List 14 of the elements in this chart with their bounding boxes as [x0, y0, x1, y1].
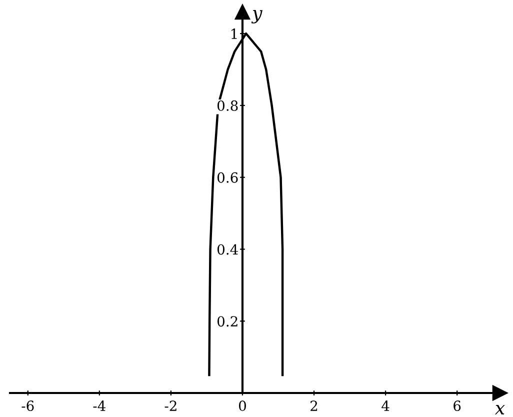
x-tick-label: 0: [238, 400, 246, 412]
x-tick-label: 4: [382, 400, 390, 411]
x-tick-label: 2: [310, 400, 318, 411]
y-tick-label: 0.6: [217, 172, 238, 183]
x-axis-title: x: [494, 404, 505, 414]
y-axis-title: y: [251, 10, 262, 24]
x-tick-label: -4: [93, 400, 106, 411]
y-tick-label: 1: [232, 28, 237, 39]
y-tick-label: 0.2: [217, 316, 238, 327]
x-tick-label: 6: [454, 400, 461, 412]
y-tick-label: 0.8: [217, 100, 238, 111]
x-tick-label: -2: [164, 400, 176, 411]
y-tick-label: 0.4: [217, 244, 238, 255]
x-tick-label: -6: [22, 400, 34, 412]
